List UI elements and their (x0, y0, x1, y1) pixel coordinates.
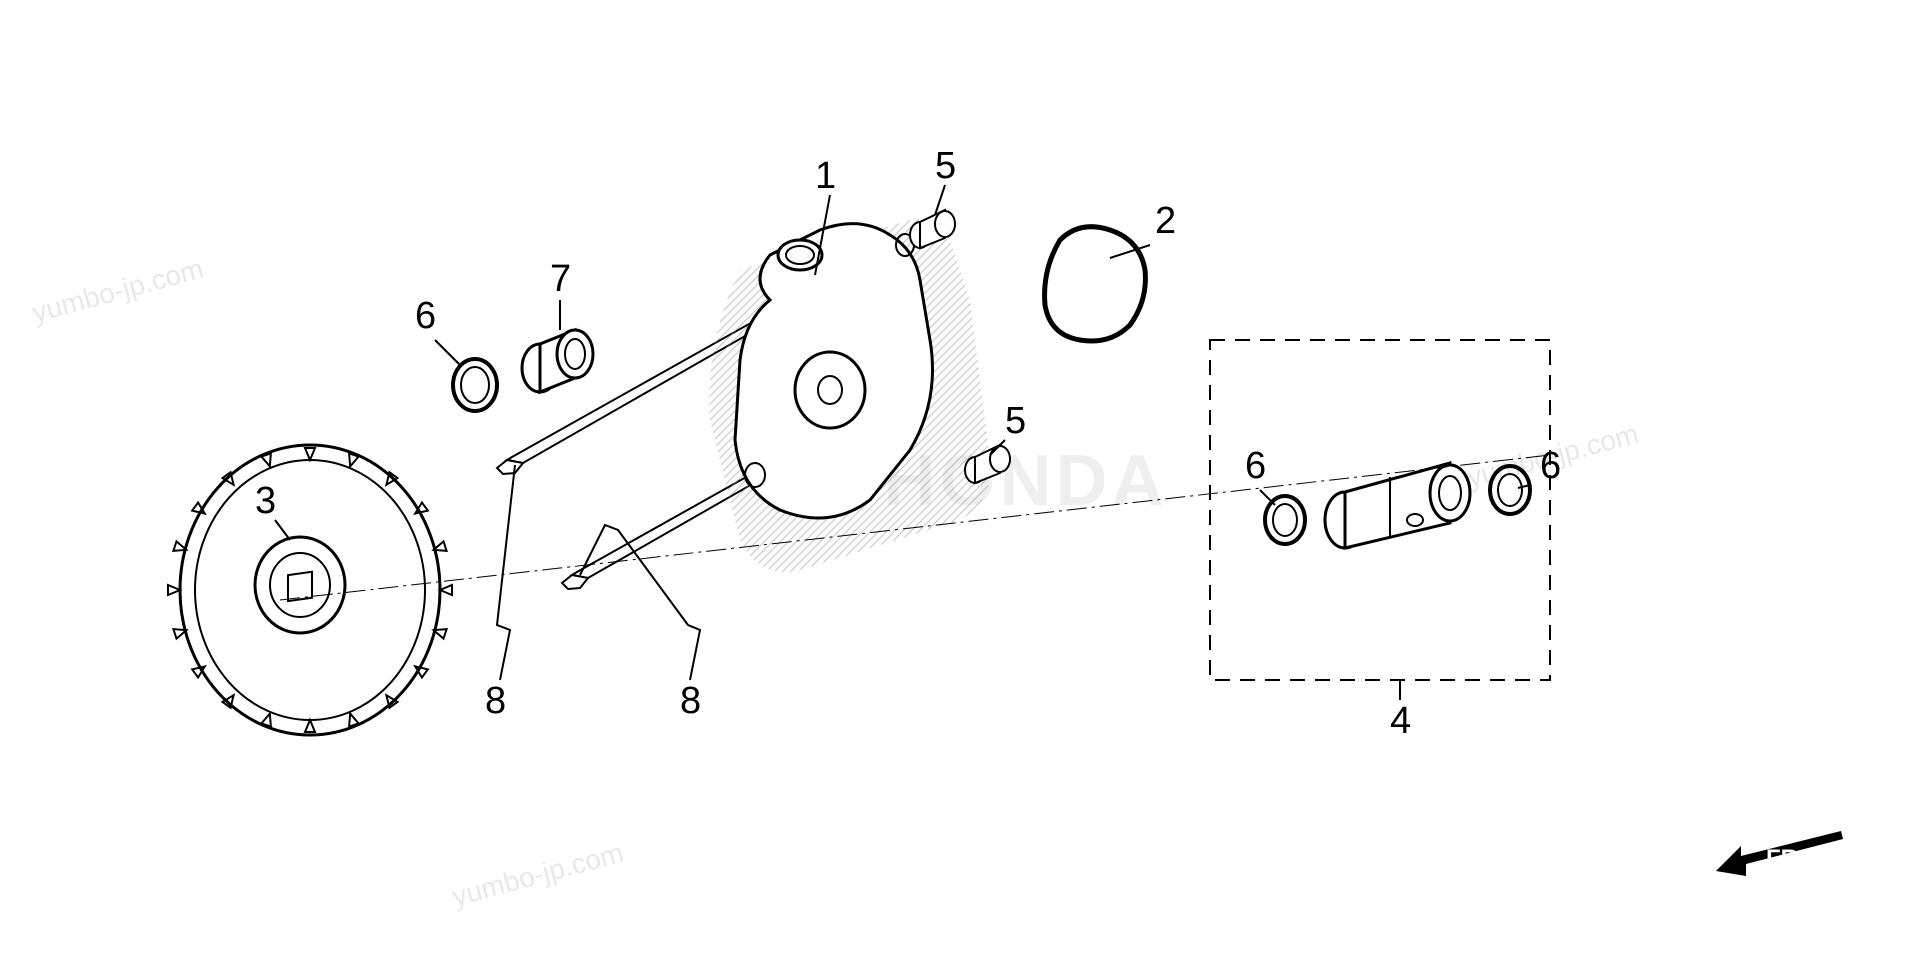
parts-diagram-svg (0, 0, 1921, 961)
part-label-7: 7 (550, 258, 571, 301)
part-label-6a: 6 (415, 295, 436, 338)
part-label-3: 3 (255, 480, 276, 523)
diagram-container: yumbo-jp.com yumbo-jp.com yumbo-jp.com H… (0, 0, 1921, 961)
fr-direction-indicator: FR. (1711, 821, 1851, 886)
part-label-6c: 6 (1540, 445, 1561, 488)
part-label-5a: 5 (935, 145, 956, 188)
part-label-1: 1 (815, 155, 836, 198)
part-label-8b: 8 (680, 680, 701, 723)
part-label-4: 4 (1390, 700, 1411, 743)
part-label-8a: 8 (485, 680, 506, 723)
part-label-5b: 5 (1005, 400, 1026, 443)
part-label-6b: 6 (1245, 445, 1266, 488)
part-label-2: 2 (1155, 200, 1176, 243)
fr-label: FR. (1766, 845, 1805, 872)
